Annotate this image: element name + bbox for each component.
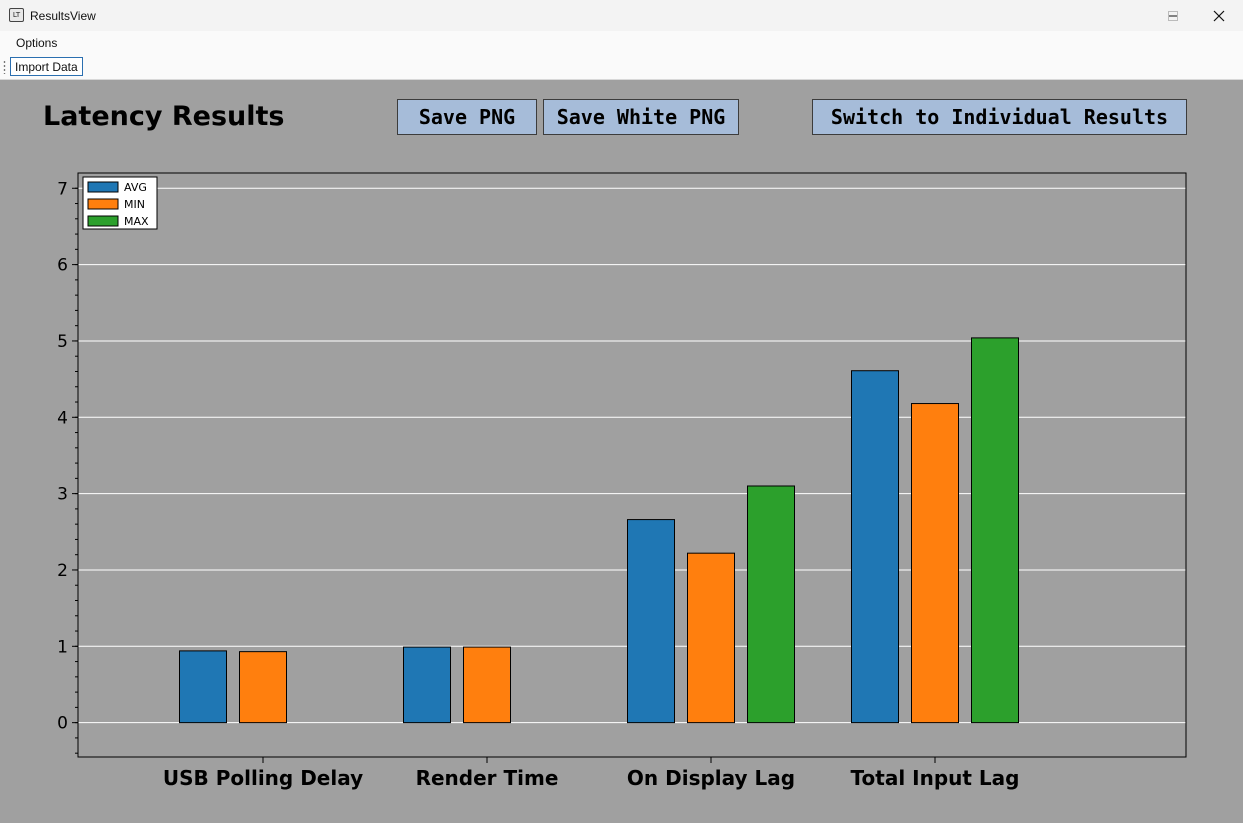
minimize-icon[interactable]: [1150, 0, 1196, 31]
plot-frame: [77, 172, 1187, 758]
legend-swatch-min: [87, 198, 119, 210]
y-tick-label-2: 2: [57, 561, 68, 581]
bar-min-3: [911, 403, 959, 724]
latency-chart: 0 1 2 3 4 5 6 7 USB Polling Delay Render Time On D…: [57, 172, 1187, 790]
page-title: Latency Results: [43, 101, 285, 132]
legend-label-min: MIN: [124, 198, 145, 211]
app-icon: LT: [9, 8, 24, 22]
y-tick-label-1: 1: [57, 637, 68, 657]
maximize-icon[interactable]: [1150, 0, 1196, 31]
bar-max-2: [747, 485, 795, 724]
menu-options[interactable]: Options: [16, 36, 58, 50]
switch-individual-results-button[interactable]: Switch to Individual Results: [812, 99, 1187, 135]
x-tick-label-0: USB Polling Delay: [163, 766, 363, 790]
y-tick-label-5: 5: [57, 332, 68, 352]
menu-bar: Options: [0, 31, 1243, 55]
legend-label-max: MAX: [124, 215, 149, 228]
bar-avg-2: [627, 519, 675, 724]
x-tick-label-3: Total Input Lag: [851, 766, 1020, 790]
window-title: ResultsView: [30, 9, 96, 23]
bar-min-1: [463, 646, 511, 724]
toolbar: Import Data: [0, 55, 1243, 80]
y-tick-label-7: 7: [57, 179, 68, 199]
save-white-png-button[interactable]: Save White PNG: [543, 99, 739, 135]
title-bar: LT ResultsView: [0, 0, 1243, 31]
y-tick-label-6: 6: [57, 256, 68, 276]
legend-swatch-max: [87, 215, 119, 227]
bar-max-3: [971, 337, 1019, 724]
x-tick-label-2: On Display Lag: [627, 766, 795, 790]
y-tick-label-0: 0: [57, 714, 68, 734]
bar-avg-1: [403, 646, 451, 724]
bar-min-2: [687, 552, 735, 724]
close-icon[interactable]: [1196, 0, 1242, 31]
bar-min-0: [239, 651, 287, 724]
y-tick-label-4: 4: [57, 408, 68, 428]
import-data-button[interactable]: Import Data: [10, 57, 83, 76]
y-tick-label-3: 3: [57, 485, 68, 505]
toolbar-grip-icon[interactable]: [3, 60, 6, 74]
save-png-button[interactable]: Save PNG: [397, 99, 537, 135]
legend-swatch-avg: [87, 181, 119, 193]
legend-label-avg: AVG: [124, 181, 147, 194]
bar-avg-0: [179, 650, 227, 724]
bar-avg-3: [851, 370, 899, 724]
x-tick-label-1: Render Time: [416, 766, 559, 790]
